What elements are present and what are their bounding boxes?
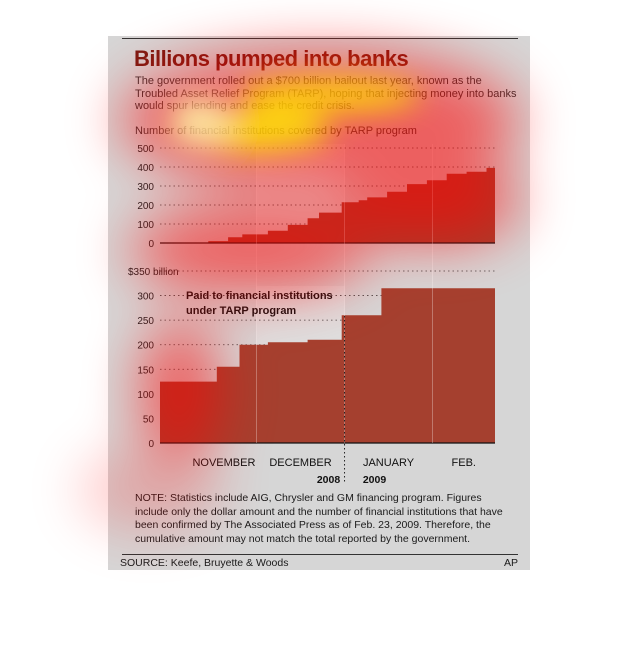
x-month-label: JANUARY <box>363 457 415 469</box>
chart2-y-tick-label: 100 <box>137 390 154 401</box>
x-month-label: DECEMBER <box>269 457 331 469</box>
chart1-y-tick-label: 100 <box>137 220 154 231</box>
credit-label: AP <box>503 557 518 569</box>
charts-area: 0 100 200 300 400 500 0 50 100 150 200 250 300 $350 b… <box>128 144 495 486</box>
top-rule <box>122 38 518 39</box>
x-year-label: 2009 <box>363 474 387 486</box>
x-month-label: FEB. <box>452 457 476 469</box>
x-year-label: 2008 <box>317 474 341 486</box>
footnote: NOTE: Statistics include AIG, Chrysler a… <box>135 492 503 545</box>
chart2-y-tick-label: 200 <box>137 341 154 352</box>
chart2-y-tick-label: 50 <box>143 414 155 425</box>
chart2-y-tick-label: $350 billion <box>128 267 179 278</box>
chart2-title-line2: under TARP program <box>186 305 296 317</box>
graphic-panel: Billions pumped into banks The governmen… <box>108 36 530 570</box>
chart1-y-tick-label: 400 <box>137 163 154 174</box>
x-month-label: NOVEMBER <box>192 457 255 469</box>
chart1-y-tick-label: 0 <box>148 239 154 250</box>
chart1-y-tick-label: 200 <box>137 201 154 212</box>
chart2-y-tick-label: 0 <box>148 439 154 450</box>
chart2-y-tick-label: 150 <box>137 365 154 376</box>
chart2-title-line1: Paid to financial institutions <box>186 290 333 302</box>
chart2-y-tick-label: 300 <box>137 292 154 303</box>
source-line: SOURCE: Keefe, Bruyette & Woods <box>120 557 289 569</box>
bottom-rule <box>122 554 518 555</box>
chart2-y-tick-label: 250 <box>137 316 154 327</box>
chart1-y-tick-label: 300 <box>137 182 154 193</box>
chart2-area-series <box>160 286 495 443</box>
chart1-y-tick-label: 500 <box>137 144 154 155</box>
